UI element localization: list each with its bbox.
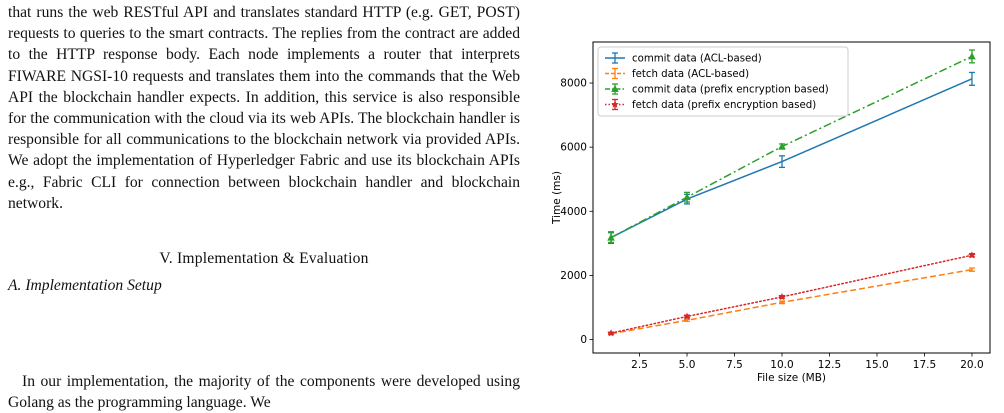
series-line <box>610 55 973 239</box>
y-tick-label: 4000 <box>560 206 587 218</box>
x-axis-label: File size (MB) <box>757 372 826 384</box>
x-tick-label: 12.5 <box>818 359 841 371</box>
section-heading: V. Implementation & Evaluation <box>159 250 369 267</box>
data-point <box>607 329 615 337</box>
y-tick-label: 2000 <box>560 270 587 282</box>
data-point <box>778 292 786 301</box>
legend-label: commit data (ACL-based) <box>632 54 762 65</box>
x-axis: 2.5 5.0 7.5 10.0 12.5 15.0 17.5 20.0 <box>631 353 984 371</box>
x-tick-label: 17.5 <box>913 359 936 371</box>
paragraph: In our implementation, the majority of t… <box>8 371 520 413</box>
legend-label: commit data (prefix encryption based) <box>632 85 829 96</box>
legend-label: fetch data (prefix encryption based) <box>632 100 816 111</box>
text-column: that runs the web RESTful API and transl… <box>8 0 520 411</box>
figure: 2.5 5.0 7.5 10.0 12.5 15.0 17.5 20.0 0 2000 4000 6… <box>540 0 1004 403</box>
series-line <box>610 78 973 239</box>
data-point <box>607 233 615 241</box>
y-axis-label: Time (ms) <box>551 171 563 225</box>
data-point <box>968 52 976 60</box>
y-tick-label: 0 <box>580 334 587 346</box>
legend-label: fetch data (ACL-based) <box>632 69 749 80</box>
y-tick-label: 6000 <box>560 142 587 154</box>
series-line <box>610 268 973 335</box>
series-line <box>610 254 973 334</box>
x-tick-label: 20.0 <box>960 359 983 371</box>
legend: commit data (ACL-based) fetch data (ACL-b… <box>597 46 849 117</box>
x-tick-label: 10.0 <box>770 359 793 371</box>
data-point <box>968 251 976 259</box>
x-tick-label: 7.5 <box>726 359 743 371</box>
data-point <box>683 312 691 320</box>
line-chart: 2.5 5.0 7.5 10.0 12.5 15.0 17.5 20.0 0 2000 4000 6… <box>551 41 991 384</box>
x-tick-label: 15.0 <box>865 359 888 371</box>
plot-frame <box>592 41 991 354</box>
legend-box <box>597 46 849 117</box>
series-lines <box>610 55 973 335</box>
x-tick-label: 5.0 <box>679 359 696 371</box>
y-tick-label: 8000 <box>560 78 587 90</box>
paragraph-text: In our implementation, the majority of t… <box>8 373 520 412</box>
data-point <box>611 85 619 92</box>
data-point <box>778 142 786 150</box>
data-point <box>683 193 691 201</box>
x-tick-label: 2.5 <box>631 359 648 371</box>
subsection-heading: A. Implementation Setup <box>8 277 162 294</box>
paragraph: that runs the web RESTful API and transl… <box>8 4 520 212</box>
data-point <box>611 100 619 108</box>
y-axis: 0 2000 4000 6000 8000 <box>560 78 593 346</box>
series-markers <box>607 52 976 337</box>
